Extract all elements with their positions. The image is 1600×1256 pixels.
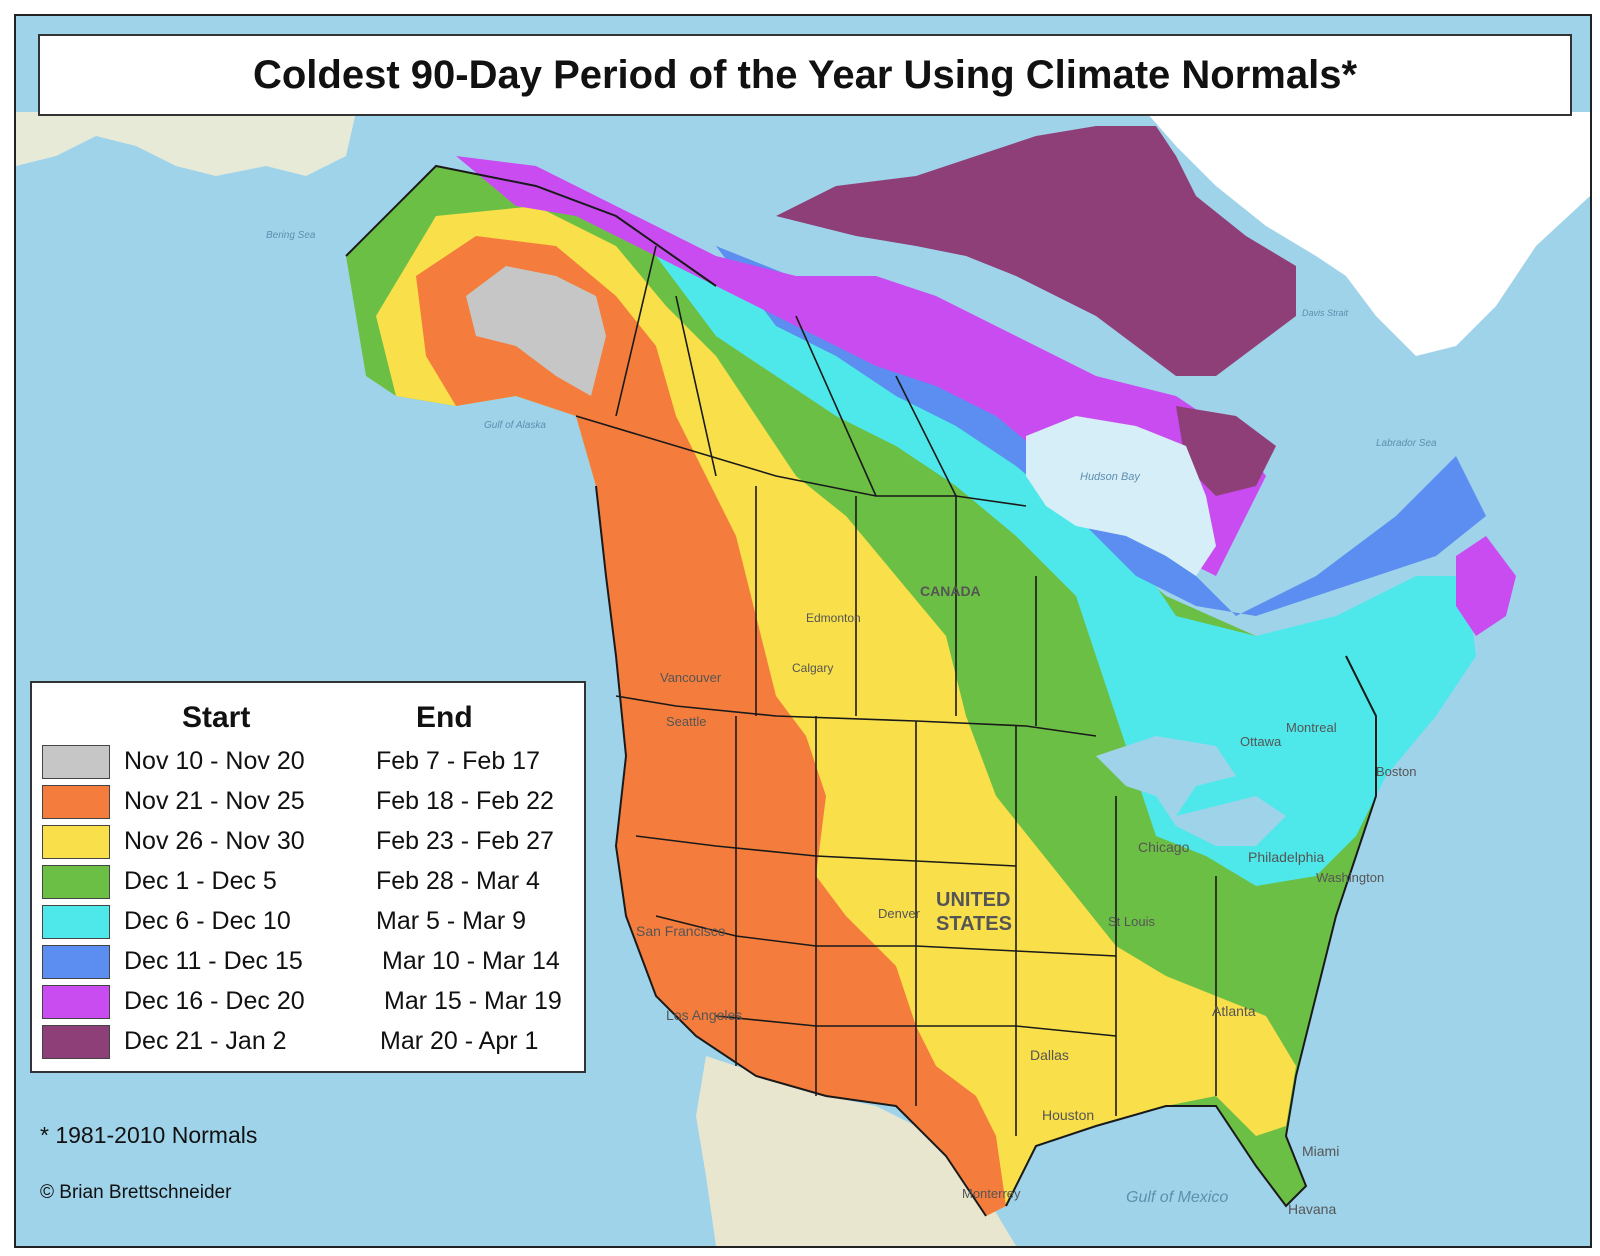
legend-end: Feb 7 - Feb 17 <box>376 747 540 775</box>
label-bering-sea: Bering Sea <box>266 230 316 241</box>
legend-swatch <box>42 785 110 819</box>
legend-end: Feb 23 - Feb 27 <box>376 827 554 855</box>
label-calgary: Calgary <box>792 661 833 675</box>
label-denver: Denver <box>878 906 921 921</box>
label-los-angeles: Los Angeles <box>666 1007 742 1023</box>
legend-swatch <box>42 1025 110 1059</box>
legend-start: Nov 21 - Nov 25 <box>124 787 305 815</box>
coastline <box>345 164 1377 1217</box>
region-dec21-jan2 <box>776 126 1296 376</box>
region-dec16-dec20-labrador <box>1456 536 1516 636</box>
legend-end: Mar 5 - Mar 9 <box>376 907 527 935</box>
label-boston: Boston <box>1376 764 1416 779</box>
title-box: Coldest 90-Day Period of the Year Using … <box>38 34 1572 116</box>
great-lakes <box>1096 736 1286 846</box>
legend-swatch <box>42 945 110 979</box>
region-dec6-dec10 <box>656 256 1476 886</box>
label-edmonton: Edmonton <box>806 611 861 625</box>
label-san-francisco: San Francisco <box>636 923 726 939</box>
hudson-bay <box>1026 416 1216 576</box>
political-boundaries <box>575 245 1217 1136</box>
label-seattle: Seattle <box>666 714 706 729</box>
mexico <box>696 1056 1016 1246</box>
legend-item: Nov 10 - Nov 20 Feb 7 - Feb 17 <box>42 745 572 781</box>
legend-end: Mar 15 - Mar 19 <box>384 987 562 1015</box>
greenland <box>1146 112 1590 356</box>
region-dec21-jan2-baffin <box>1176 406 1276 496</box>
legend-swatch <box>42 825 110 859</box>
legend-item: Dec 16 - Dec 20 Mar 15 - Mar 19 <box>42 985 572 1021</box>
label-chicago: Chicago <box>1138 839 1190 855</box>
legend-start: Dec 21 - Jan 2 <box>124 1027 287 1055</box>
legend-start: Nov 26 - Nov 30 <box>124 827 305 855</box>
label-miami: Miami <box>1302 1143 1339 1159</box>
label-philadelphia: Philadelphia <box>1248 849 1324 865</box>
legend-end: Mar 10 - Mar 14 <box>382 947 560 975</box>
legend-start: Dec 11 - Dec 15 <box>124 947 303 975</box>
legend-start: Dec 6 - Dec 10 <box>124 907 291 935</box>
region-nov21-nov25 <box>416 236 1006 1216</box>
label-dallas: Dallas <box>1030 1047 1069 1063</box>
legend-start: Dec 1 - Dec 5 <box>124 867 277 895</box>
label-gulf-of-mexico: Gulf of Mexico <box>1126 1189 1228 1206</box>
legend-swatch <box>42 865 110 899</box>
legend-item: Dec 21 - Jan 2 Mar 20 - Apr 1 <box>42 1025 572 1061</box>
region-nov10-nov20 <box>466 266 606 396</box>
label-hudson-bay: Hudson Bay <box>1080 471 1141 483</box>
legend-swatch <box>42 985 110 1019</box>
legend-end: Feb 18 - Feb 22 <box>376 787 554 815</box>
label-gulf-of-alaska: Gulf of Alaska <box>484 420 546 431</box>
label-montreal: Montreal <box>1286 720 1337 735</box>
label-states: STATES <box>936 913 1012 935</box>
label-havana: Havana <box>1288 1201 1336 1217</box>
legend-end: Mar 20 - Apr 1 <box>380 1027 539 1055</box>
label-vancouver: Vancouver <box>660 670 722 685</box>
legend-end: Feb 28 - Mar 4 <box>376 867 540 895</box>
label-houston: Houston <box>1042 1107 1094 1123</box>
legend-item: Dec 6 - Dec 10 Mar 5 - Mar 9 <box>42 905 572 941</box>
label-washington: Washington <box>1316 870 1384 885</box>
label-labrador-sea: Labrador Sea <box>1376 438 1437 449</box>
legend-item: Dec 1 - Dec 5 Feb 28 - Mar 4 <box>42 865 572 901</box>
label-monterrey: Monterrey <box>962 1186 1021 1201</box>
legend-start: Nov 10 - Nov 20 <box>124 747 305 775</box>
legend-start-header: Start <box>182 701 251 734</box>
legend-item: Nov 21 - Nov 25 Feb 18 - Feb 22 <box>42 785 572 821</box>
label-ottawa: Ottawa <box>1240 734 1282 749</box>
credit: © Brian Brettschneider <box>40 1182 232 1203</box>
legend-start: Dec 16 - Dec 20 <box>124 987 305 1015</box>
legend-item: Dec 11 - Dec 15 Mar 10 - Mar 14 <box>42 945 572 981</box>
page-title: Coldest 90-Day Period of the Year Using … <box>252 52 1358 97</box>
siberia <box>16 112 356 176</box>
legend-item: Nov 26 - Nov 30 Feb 23 - Feb 27 <box>42 825 572 861</box>
legend-end-header: End <box>416 701 473 734</box>
footnote: * 1981-2010 Normals <box>40 1122 258 1148</box>
label-united: UNITED <box>936 889 1010 911</box>
label-canada: CANADA <box>920 583 981 599</box>
map-frame: CANADA UNITED STATES Edmonton Calgary Va… <box>14 14 1592 1248</box>
legend-swatch <box>42 905 110 939</box>
label-atlanta: Atlanta <box>1212 1003 1256 1019</box>
legend-swatch <box>42 745 110 779</box>
legend: Start End Nov 10 - Nov 20 Feb 7 - Feb 17… <box>30 681 586 1073</box>
label-st-louis: St Louis <box>1108 914 1155 929</box>
label-davis-strait: Davis Strait <box>1302 308 1349 318</box>
